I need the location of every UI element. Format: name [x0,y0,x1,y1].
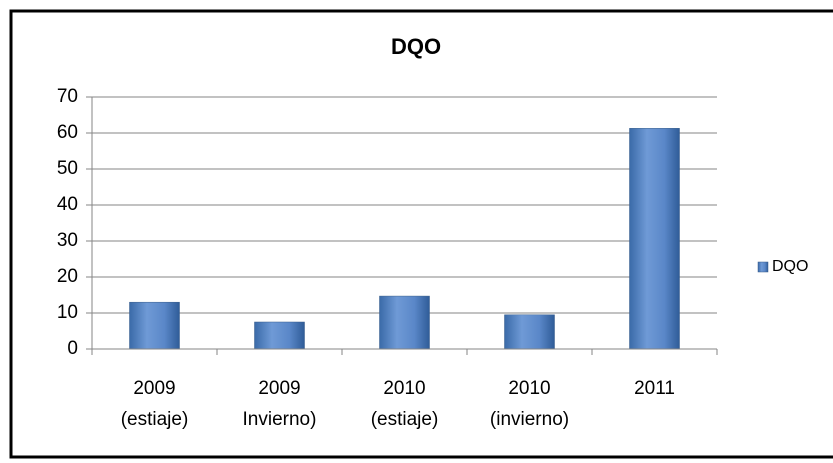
x-tick-label: 2009 (estiaje) [121,378,189,430]
bar [629,128,680,350]
y-tick-label: 40 [57,194,78,215]
x-tick-label: 2011 [634,378,675,399]
x-tick-label-line: 2010 [508,378,550,399]
x-tick-label-line: (estiaje) [371,409,439,430]
x-tick-label-line: Invierno) [243,409,317,430]
legend-swatch [757,261,769,273]
y-tick-label: 20 [57,266,78,287]
legend-label: DQO [772,258,808,275]
x-tick-label-line: 2009 [258,378,300,399]
x-tick-label: 2009 Invierno) [243,378,317,430]
y-tick-label: 10 [57,302,78,323]
x-tick-label-line: (invierno) [490,409,569,430]
x-tick-label-line: 2010 [383,378,425,399]
chart-frame [9,9,833,459]
y-tick-label: 0 [67,338,78,359]
bar [254,321,305,350]
y-tick-label: 60 [57,122,78,143]
y-tick-label: 70 [57,86,78,107]
x-tick-label: 2010 (invierno) [490,378,569,430]
x-tick-label: 2010 (estiaje) [371,378,439,430]
chart-title: DQO [391,34,441,59]
x-tick-label-line: (estiaje) [121,409,189,430]
bar [504,314,555,350]
bar [379,295,430,350]
x-tick-label-line: 2009 [133,378,175,399]
y-tick-label: 30 [57,230,78,251]
x-tick-label-line: 2011 [634,378,675,399]
y-tick-label: 50 [57,158,78,179]
bar [129,301,180,350]
